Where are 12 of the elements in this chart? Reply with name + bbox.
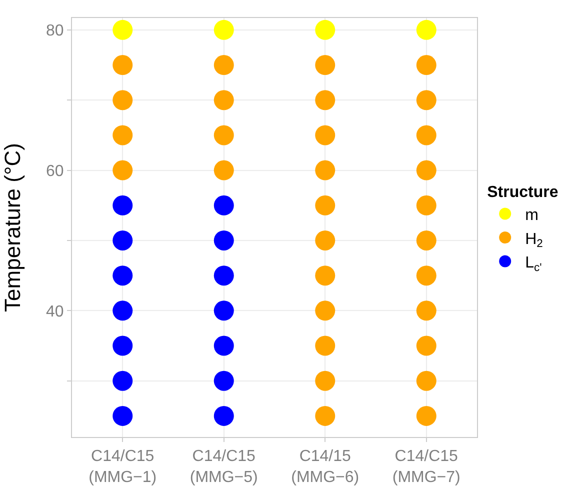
y-tick-label: 80: [46, 22, 64, 40]
legend-title: Structure: [487, 184, 558, 201]
x-tick-label: C14/C15 (MMG−1): [88, 448, 157, 486]
x-tick-label: C14/C15 (MMG−5): [190, 448, 258, 486]
y-axis-title: Temperature (°C): [0, 143, 25, 312]
y-tick-label: 40: [46, 303, 64, 320]
x-tick-label: C14/C15 (MMG−7): [392, 448, 460, 486]
legend-label: L$_{c'}$: [525, 254, 542, 274]
y-tick-label: 60: [46, 162, 64, 180]
x-tick-label: C14/15 (MMG−6): [291, 448, 360, 486]
legend-label: H$_{2}$: [525, 230, 543, 250]
legend-label: m: [525, 206, 538, 224]
